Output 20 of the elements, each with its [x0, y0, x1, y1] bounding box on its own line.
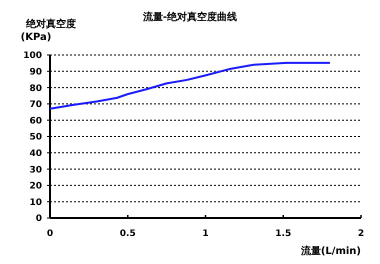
line-series	[49, 62, 331, 110]
y-tick-label: 90	[29, 67, 42, 78]
y-tick-label: 0	[36, 214, 42, 224]
x-axis-title: 流量(L/min)	[300, 245, 361, 257]
x-tick-label: 1	[202, 229, 209, 239]
y-tick-label: 30	[29, 165, 42, 176]
y-tick-label: 10	[29, 198, 42, 208]
chart-title: 流量-绝对真空度曲线	[142, 11, 238, 23]
y-tick-label: 80	[29, 84, 42, 94]
x-tick-label: 0	[46, 229, 54, 239]
x-tick-label: 0.5	[120, 229, 136, 239]
x-tick-label: 1.5	[275, 229, 292, 239]
x-tick-label: 2	[358, 229, 364, 239]
y-tick-label: 70	[29, 100, 42, 110]
y-tick-label: 40	[29, 148, 42, 159]
y-tick-label: 60	[29, 116, 42, 126]
y-tick-label: 50	[29, 132, 42, 143]
y-axis-title: 绝对真空度 (KPa)	[20, 18, 76, 43]
y-tick-label: 20	[29, 182, 42, 192]
y-tick-label: 100	[23, 51, 42, 62]
